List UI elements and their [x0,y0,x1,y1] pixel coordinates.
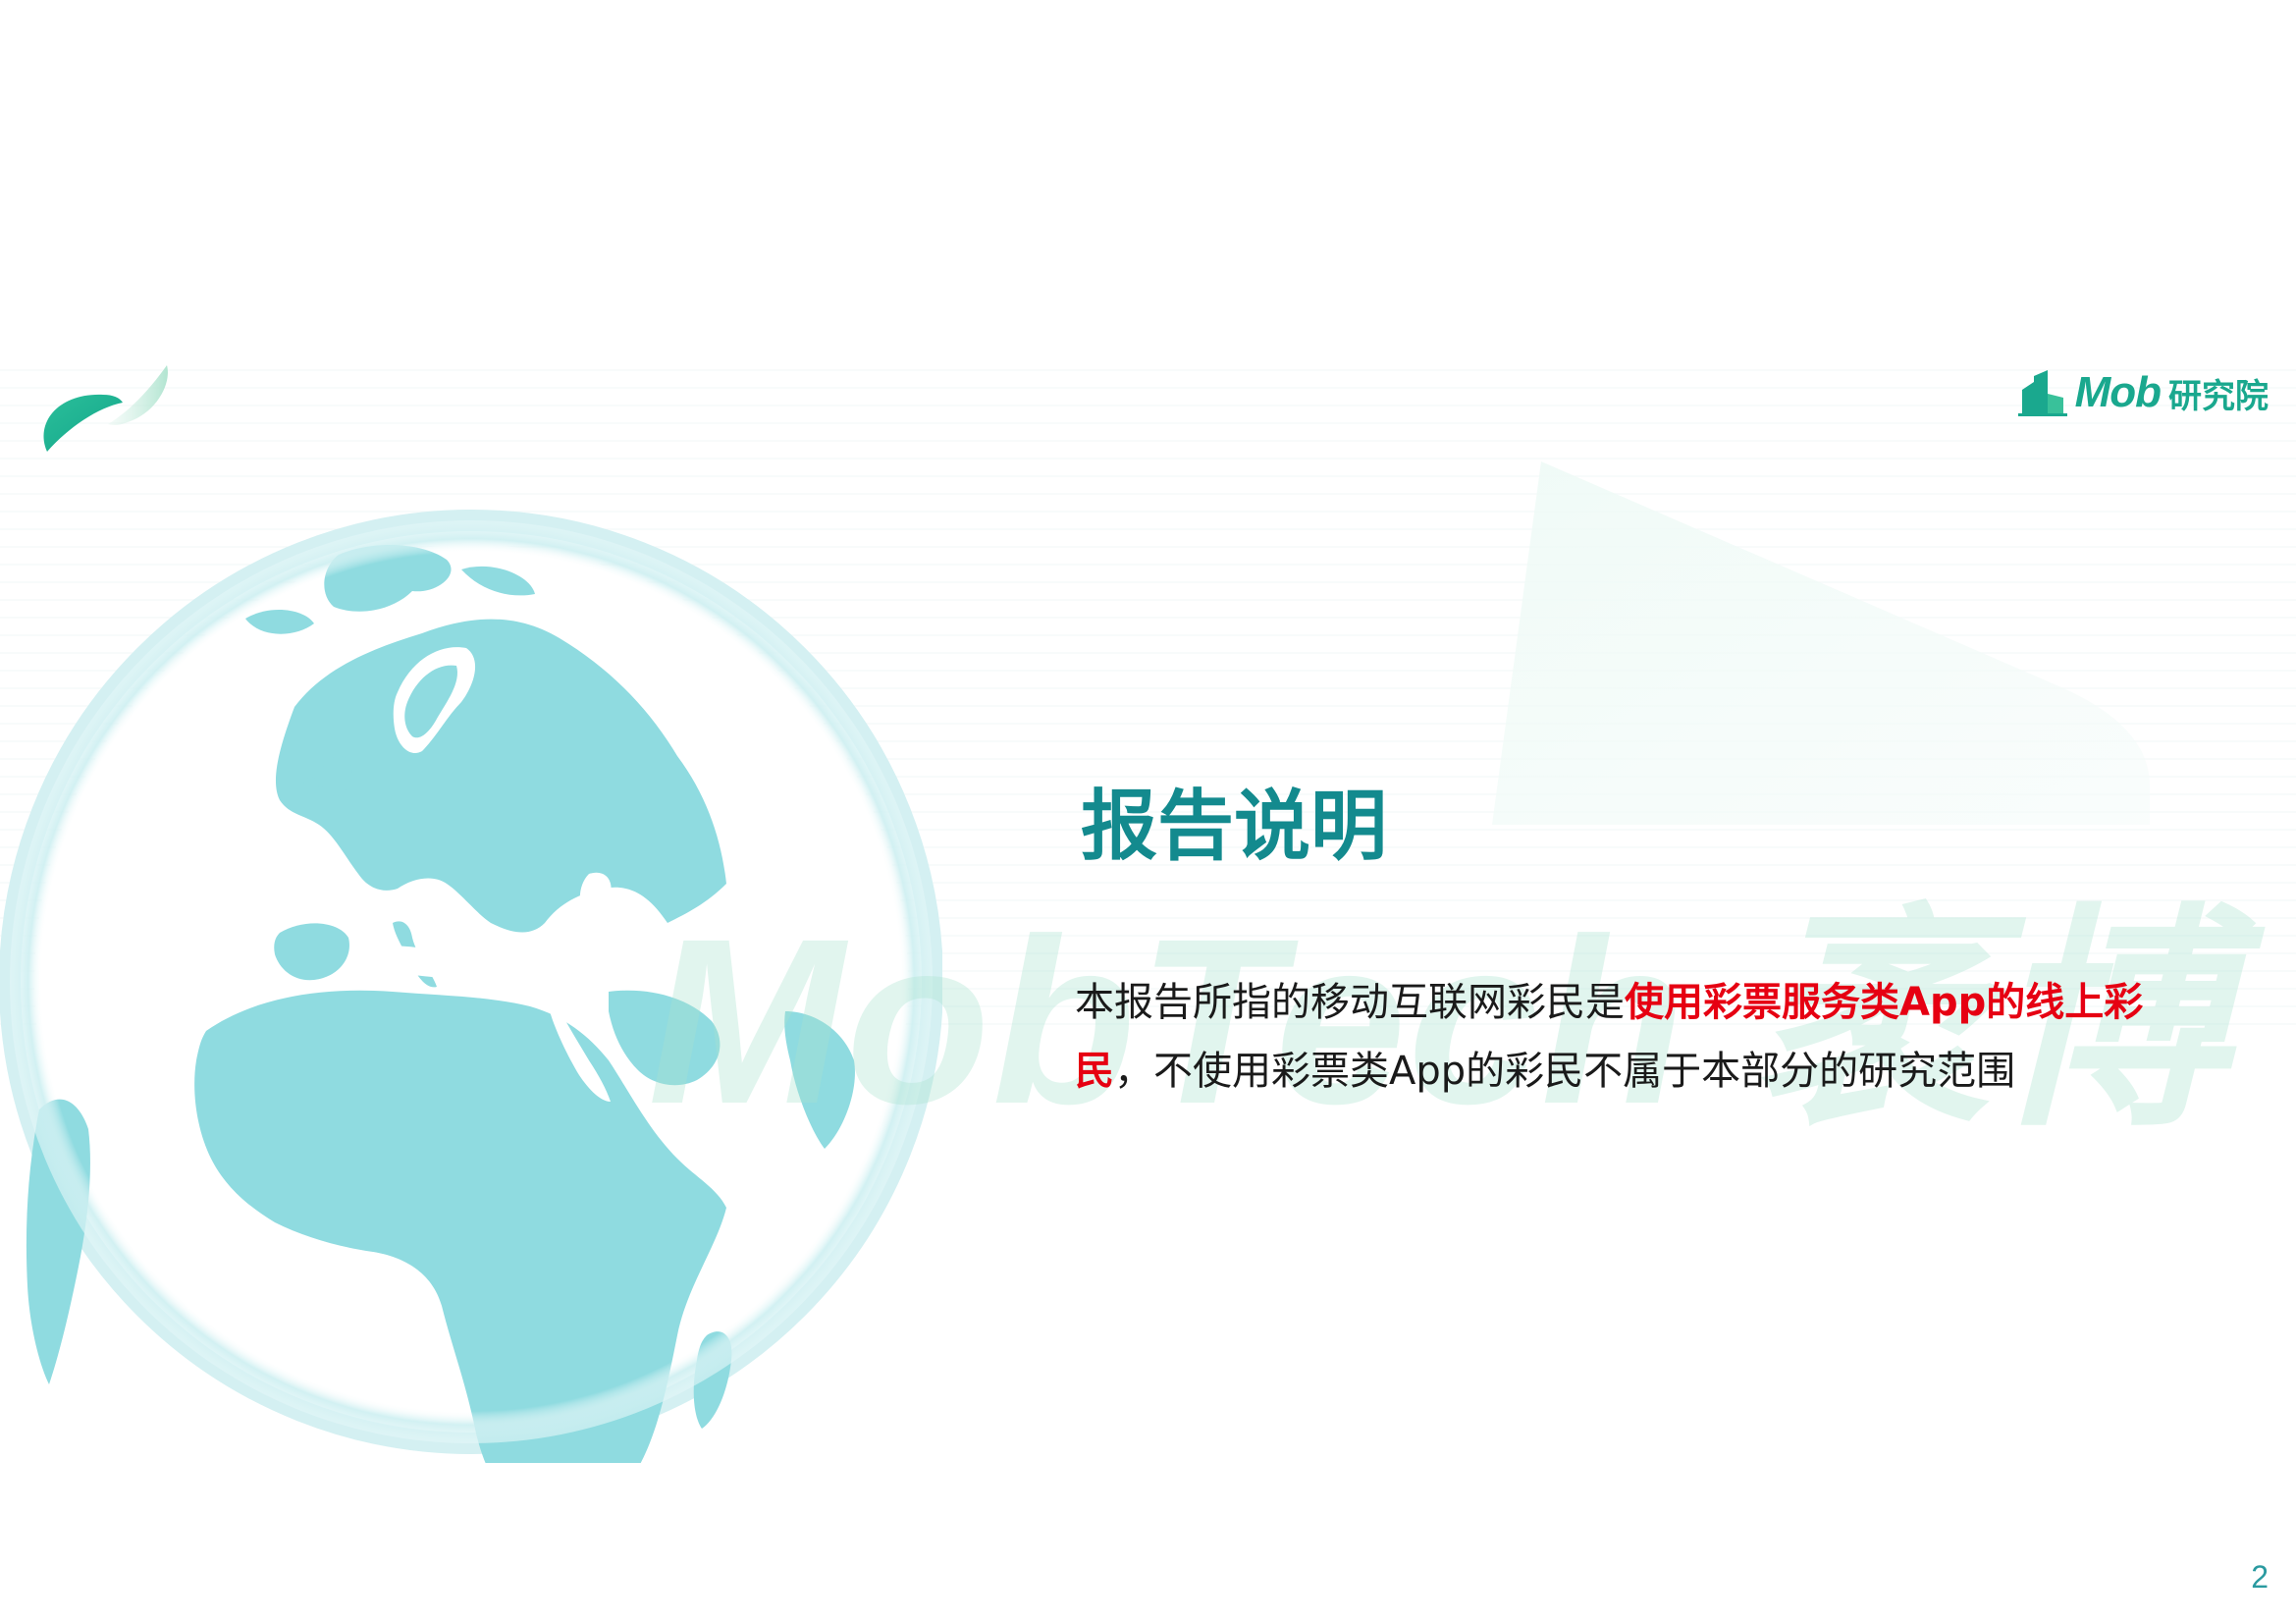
section-title: 报告说明 [1081,783,1388,871]
logo-brand: Mob [2074,368,2162,416]
watermark-text: MobTech 袤博 [648,890,2230,1153]
section-description: 本报告所指的移动互联网彩民是使用彩票服务类App的线上彩民，不使用彩票类App的… [1075,968,2155,1106]
globe-illustration [0,510,942,1463]
description-text: 本报告所指的移动互联网彩民是 [1075,979,1625,1025]
logo-building-icon [2017,370,2067,416]
page-number: 2 [2251,1559,2269,1595]
mob-research-logo: Mob 研究院 [2017,363,2269,422]
description-text-continued: ，不使用彩票类App的彩民不属于本部分的研究范围 [1114,1048,2016,1094]
background-shape [1492,461,2150,825]
report-note-section: 报告说明 本报告所指的移动互联网彩民是使用彩票服务类App的线上彩民，不使用彩票… [1075,783,2155,1106]
description-highlight: 使用彩票服务类App的线上彩民 [1075,979,2144,1094]
corner-decoration-icon [43,365,168,452]
logo-suffix: 研究院 [2168,376,2269,416]
